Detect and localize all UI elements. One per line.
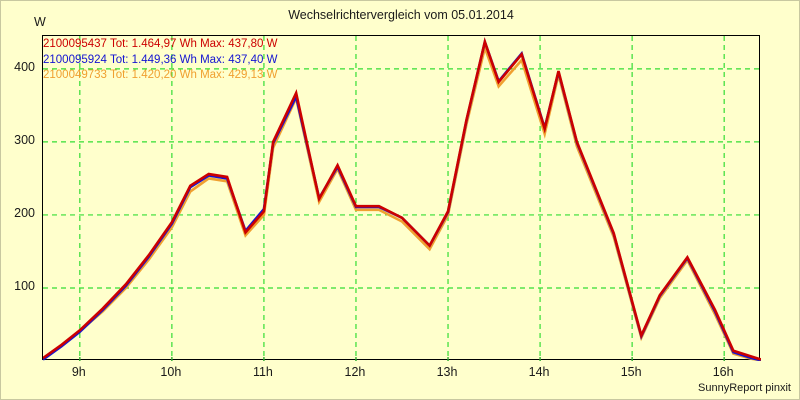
y-tick-label: 300 [14,132,35,147]
x-tick-label: 13h [436,365,458,379]
plot-area [42,35,761,361]
x-tick-label: 11h [252,365,273,379]
page-title: Wechselrichtervergleich vom 05.01.2014 [288,8,514,22]
x-tick-label: 16h [712,365,734,379]
y-tick-label: 100 [14,278,35,293]
legend-item-2100049733: 2100049733 Tot: 1.420,20 Wh Max: 429,13 … [43,69,278,81]
legend-item-2100095924: 2100095924 Tot: 1.449,36 Wh Max: 437,40 … [43,53,278,66]
x-tick-label: 14h [528,365,550,379]
y-tick-label: 200 [14,205,35,220]
y-tick-label: 400 [14,59,35,74]
chart-svg [43,36,761,361]
x-tick-label: 10h [160,365,182,379]
x-tick-label: 12h [344,365,366,379]
x-tick-label: 15h [620,365,642,379]
chart-legend: 2100095437 Tot: 1.464,97 Wh Max: 437,80 … [42,37,278,84]
footer-credit: SunnyReport pinxit [698,382,791,394]
legend-item-2100095437: 2100095437 Tot: 1.464,97 Wh Max: 437,80 … [43,38,278,50]
y-axis-label: W [34,15,46,29]
x-tick-label: 9h [71,365,86,379]
